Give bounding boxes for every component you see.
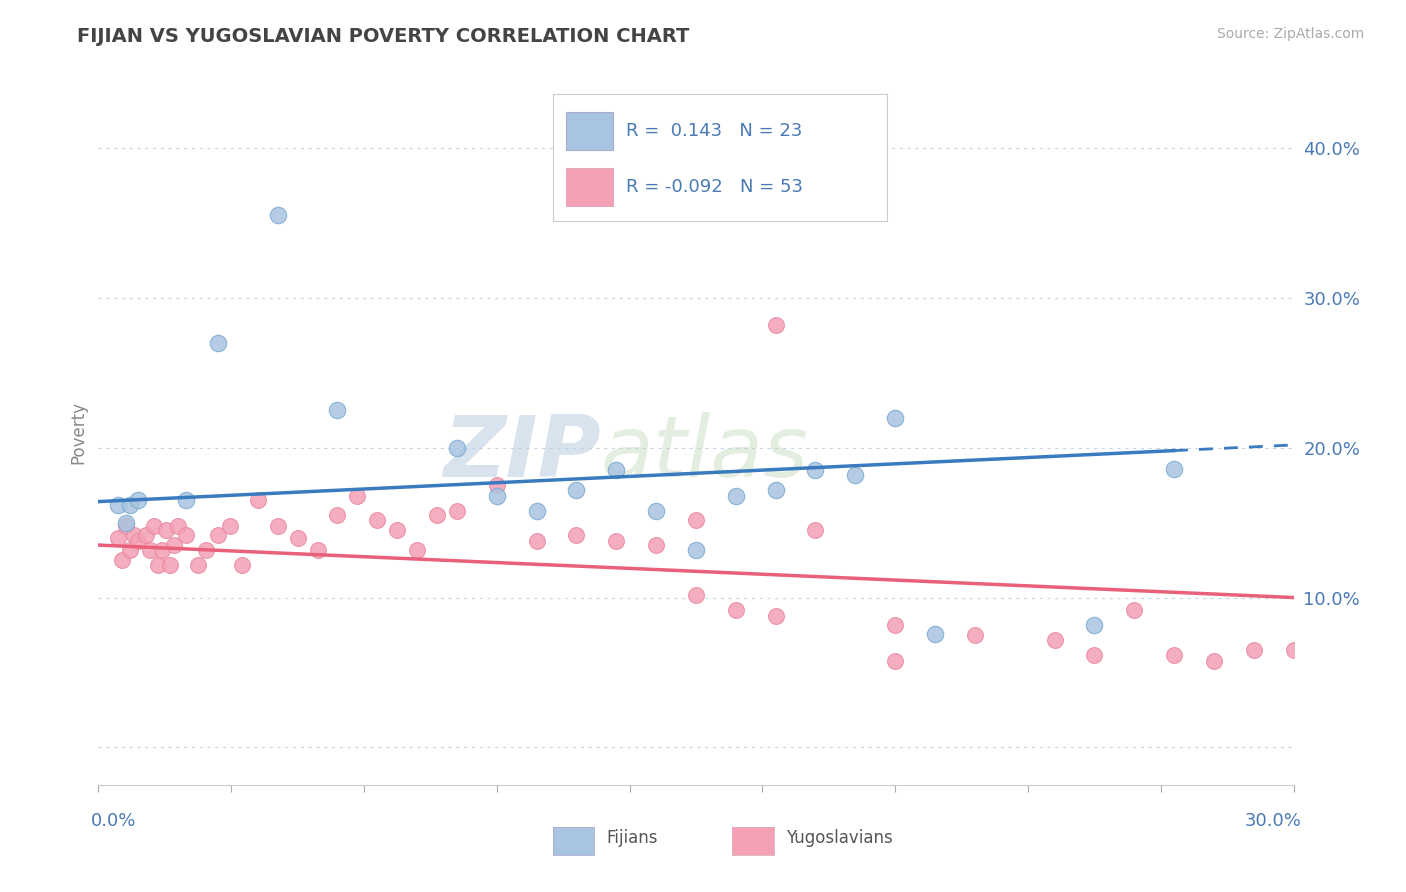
Point — [765, 318, 787, 332]
Point — [884, 410, 907, 425]
Point — [120, 498, 142, 512]
Point — [139, 542, 162, 557]
Point — [645, 503, 668, 517]
Point — [115, 516, 138, 530]
Point — [645, 538, 668, 552]
Point — [148, 558, 170, 572]
Point — [685, 542, 707, 557]
Point — [1123, 602, 1146, 616]
Point — [426, 508, 449, 522]
Point — [326, 403, 349, 417]
Point — [124, 527, 146, 541]
Point — [1282, 643, 1305, 657]
Point — [446, 503, 468, 517]
Point — [207, 335, 229, 350]
Point — [195, 542, 218, 557]
Point — [924, 626, 946, 640]
Point — [346, 489, 368, 503]
Text: FIJIAN VS YUGOSLAVIAN POVERTY CORRELATION CHART: FIJIAN VS YUGOSLAVIAN POVERTY CORRELATIO… — [77, 27, 690, 45]
Text: Fijians: Fijians — [606, 829, 658, 847]
Point — [135, 527, 157, 541]
Point — [207, 527, 229, 541]
Point — [565, 527, 588, 541]
Point — [844, 467, 866, 482]
Text: 0.0%: 0.0% — [90, 812, 136, 830]
Point — [605, 533, 627, 548]
Text: atlas: atlas — [600, 412, 808, 495]
Point — [565, 483, 588, 497]
Point — [765, 483, 787, 497]
Point — [884, 653, 907, 667]
Point — [219, 518, 242, 533]
Point — [765, 608, 787, 623]
Point — [804, 523, 827, 537]
Point — [724, 602, 747, 616]
Point — [605, 463, 627, 477]
Text: Source: ZipAtlas.com: Source: ZipAtlas.com — [1216, 27, 1364, 41]
Point — [111, 553, 134, 567]
Point — [127, 493, 149, 508]
Point — [366, 512, 388, 526]
Point — [485, 489, 508, 503]
Point — [231, 558, 253, 572]
Point — [143, 518, 166, 533]
Point — [120, 542, 142, 557]
Point — [107, 498, 129, 512]
Point — [267, 518, 290, 533]
Point — [155, 523, 177, 537]
Y-axis label: Poverty: Poverty — [69, 401, 87, 464]
Point — [174, 527, 197, 541]
Text: Yugoslavians: Yugoslavians — [786, 829, 893, 847]
Point — [485, 478, 508, 492]
Point — [1083, 617, 1105, 632]
Point — [267, 208, 290, 222]
Point — [1163, 461, 1185, 475]
Point — [1043, 632, 1066, 647]
Point — [724, 489, 747, 503]
Point — [406, 542, 429, 557]
Point — [685, 512, 707, 526]
Point — [326, 508, 349, 522]
Point — [685, 588, 707, 602]
Point — [150, 542, 173, 557]
Point — [307, 542, 329, 557]
Point — [159, 558, 181, 572]
Point — [174, 493, 197, 508]
Point — [107, 531, 129, 545]
Point — [1083, 648, 1105, 662]
Point — [287, 531, 309, 545]
Point — [804, 463, 827, 477]
Text: 30.0%: 30.0% — [1244, 812, 1302, 830]
Point — [127, 533, 149, 548]
Point — [884, 617, 907, 632]
Point — [526, 533, 548, 548]
Point — [385, 523, 409, 537]
Point — [163, 538, 186, 552]
Point — [1202, 653, 1225, 667]
Point — [526, 503, 548, 517]
Point — [246, 493, 269, 508]
Point — [1243, 643, 1265, 657]
Point — [115, 518, 138, 533]
Text: ZIP: ZIP — [443, 412, 600, 495]
Point — [1163, 648, 1185, 662]
Point — [187, 558, 209, 572]
Point — [167, 518, 190, 533]
Point — [963, 628, 986, 642]
Point — [446, 441, 468, 455]
